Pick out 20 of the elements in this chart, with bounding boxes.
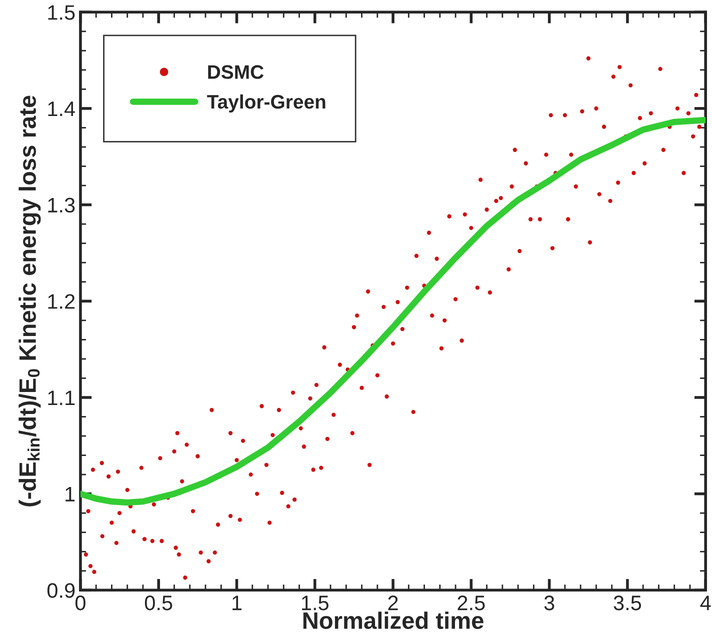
y-tick-label: 1.4 xyxy=(48,102,75,116)
legend-label: Taylor-Green xyxy=(207,94,326,113)
y-tick-label: 1 xyxy=(66,487,75,502)
x-tick-label: 3.5 xyxy=(614,596,642,610)
x-tick-label: 1.5 xyxy=(302,596,328,610)
x-tick-label: 2 xyxy=(388,596,398,610)
y-tick-label: 1.5 xyxy=(48,5,75,20)
x-tick-label: 4 xyxy=(700,596,711,610)
x-axis-title: Normalized time xyxy=(303,612,484,629)
x-tick-label: 3 xyxy=(544,596,554,610)
y-tick-label: 1.2 xyxy=(48,294,75,309)
x-tick-label: 2.5 xyxy=(458,596,485,610)
legend-label: DSMC xyxy=(208,65,264,79)
y-axis-title: (-dE$_{kin}$/dt)/E$_{0}$ Kinetic energy loss rate xyxy=(18,96,41,506)
x-tick-label: 1 xyxy=(232,596,242,610)
x-tick-label: 0 xyxy=(75,596,86,610)
y-tick-label: 1.1 xyxy=(48,390,75,406)
x-tick-label: 0.5 xyxy=(144,596,172,610)
y-tick-label: 0.9 xyxy=(47,583,75,598)
y-tick-label: 1.3 xyxy=(48,198,75,213)
